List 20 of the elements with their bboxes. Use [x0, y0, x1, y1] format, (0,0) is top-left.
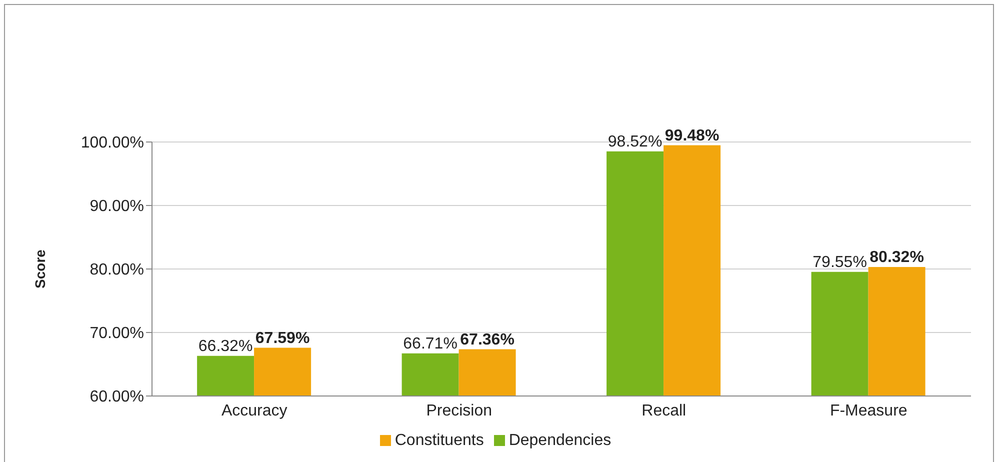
data-label: 99.48%	[664, 127, 720, 144]
x-tick-label: F-Measure	[830, 402, 908, 420]
legend-label: Constituents	[394, 432, 484, 449]
x-tick-label: Precision	[426, 402, 492, 420]
y-tick-label: 80.00%	[90, 262, 144, 279]
legend-label: Dependencies	[508, 432, 612, 449]
data-label: 80.32%	[870, 248, 924, 266]
data-label: 67.59%	[255, 330, 310, 347]
y-tick-label: 90.00%	[90, 198, 144, 216]
data-label: 98.52%	[608, 133, 662, 150]
x-tick-label: Recall	[642, 402, 686, 420]
x-tick-label: Accuracy	[221, 402, 288, 420]
data-label: 66.71%	[403, 335, 458, 352]
y-tick-label: 60.00%	[90, 388, 144, 406]
data-label: 67.36%	[460, 331, 514, 348]
data-label: 79.55%	[812, 254, 867, 271]
y-axis-title: Score	[32, 249, 48, 288]
y-tick-label: 70.00%	[90, 325, 144, 342]
data-label: 66.32%	[198, 338, 253, 355]
y-tick-label: 100.00%	[80, 134, 144, 152]
